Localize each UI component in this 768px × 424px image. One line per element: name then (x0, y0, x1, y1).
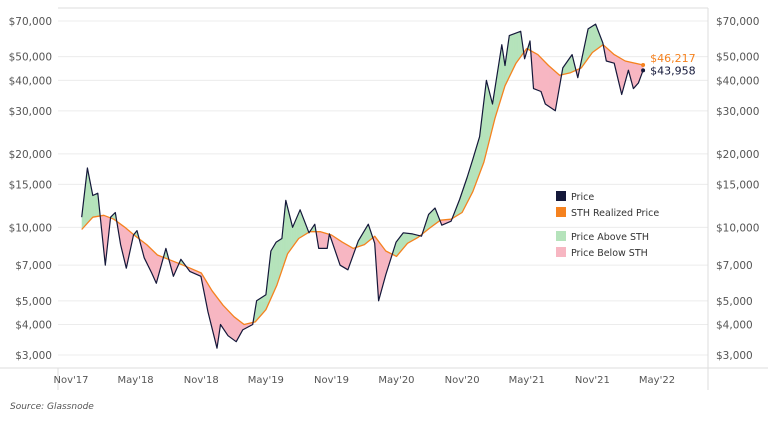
sth-realized-price-chart: $3,000 $3,000 $4,000 $4,000 $5,000 $5,000 $7,0… (0, 7, 768, 390)
legend-swatch (556, 191, 566, 201)
y-tick-label-right: $15,000 (716, 179, 759, 191)
y-tick-label-left: $15,000 (9, 179, 52, 191)
legend-swatch (556, 247, 566, 257)
x-tick-label: May'19 (248, 375, 284, 386)
y-tick-label-left: $4,000 (15, 319, 52, 331)
legend-swatch (556, 231, 566, 241)
series-end-point (641, 63, 646, 68)
x-tick-label: May'21 (509, 375, 545, 386)
y-tick-label-left: $5,000 (15, 296, 52, 308)
price-line (81, 23, 644, 349)
x-tick-label: Nov'21 (575, 375, 610, 386)
legend-swatch (556, 207, 566, 217)
sth-realized-price-line (81, 44, 644, 326)
y-tick-label-right: $7,000 (716, 260, 753, 272)
y-tick-label-right: $10,000 (716, 222, 759, 234)
y-tick-label-right: $50,000 (716, 52, 759, 64)
x-tick-label: Nov'19 (314, 375, 349, 386)
last-value-label: $46,217 (650, 52, 696, 65)
y-tick-label-right: $3,000 (716, 350, 753, 362)
last-value-label: $43,958 (650, 64, 696, 77)
legend-label: Price Below STH (571, 248, 648, 259)
source-note: Source: Glassnode (10, 402, 94, 412)
y-tick-label-right: $4,000 (716, 319, 753, 331)
x-tick-label: Nov'17 (54, 375, 89, 386)
y-tick-label-left: $7,000 (15, 260, 52, 272)
x-tick-label: Nov'18 (184, 375, 219, 386)
x-tick-label: May'22 (639, 375, 675, 386)
y-tick-label-right: $70,000 (716, 16, 759, 28)
y-tick-label-left: $3,000 (15, 350, 52, 362)
y-tick-label-right: $30,000 (716, 106, 759, 118)
y-tick-label-left: $40,000 (9, 75, 52, 87)
legend-label: Price Above STH (571, 232, 649, 243)
y-tick-label-left: $10,000 (9, 222, 52, 234)
y-tick-label-right: $40,000 (716, 75, 759, 87)
y-tick-label-right: $5,000 (716, 296, 753, 308)
legend-label: STH Realized Price (571, 208, 659, 219)
y-tick-label-left: $20,000 (9, 149, 52, 161)
legend-label: Price (571, 192, 594, 203)
y-tick-label-left: $70,000 (9, 16, 52, 28)
x-tick-label: Nov'20 (445, 375, 480, 386)
y-tick-label-right: $20,000 (716, 149, 759, 161)
x-tick-label: May'20 (378, 375, 414, 386)
y-tick-label-left: $50,000 (9, 52, 52, 64)
x-tick-label: May'18 (118, 375, 154, 386)
y-tick-label-left: $30,000 (9, 106, 52, 118)
series-end-point (641, 68, 646, 73)
